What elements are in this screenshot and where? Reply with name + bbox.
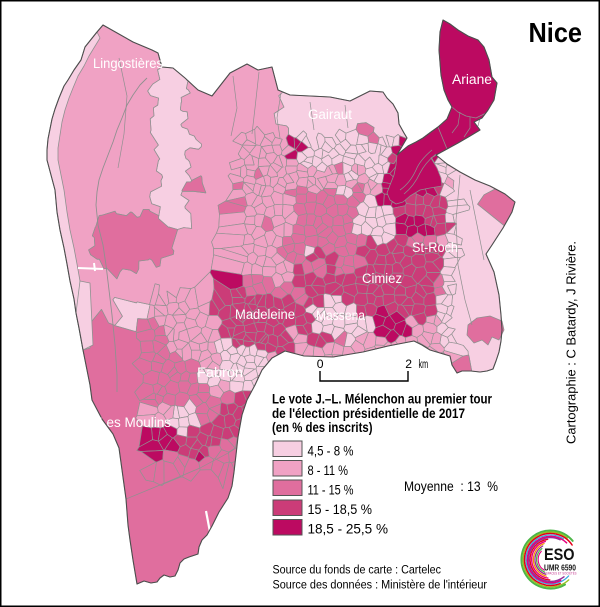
svg-text:Ariane: Ariane [452,72,492,87]
svg-text:Source du fonds de carte : Car: Source du fonds de carte : Cartelec [273,563,442,577]
svg-text:Cimiez: Cimiez [362,271,402,286]
svg-text:St-Roch: St-Roch [412,240,458,255]
svg-text:Nice: Nice [529,17,583,48]
svg-text:Gairaut: Gairaut [308,107,352,122]
svg-text:km: km [419,357,429,371]
svg-text:ESPACES ET SOCIÉTÉS: ESPACES ET SOCIÉTÉS [544,571,577,576]
svg-text:Moyenne : 13 %: Moyenne : 13 % [404,478,498,494]
svg-text:de l'élection présidentielle d: de l'élection présidentielle de 2017 [272,406,465,421]
svg-text:0: 0 [317,357,324,371]
svg-text:Massena: Massena [316,308,365,323]
svg-text:Lingostières: Lingostières [93,56,163,71]
svg-text:11 - 15 %: 11 - 15 % [308,482,354,498]
svg-text:8 - 11 %: 8 - 11 % [308,462,349,478]
svg-text:Source des données : Ministère: Source des données : Ministère de l'inté… [273,578,488,592]
svg-text:18,5 - 25,5 %: 18,5 - 25,5 % [308,521,389,537]
svg-text:15 - 18,5 %: 15 - 18,5 % [308,501,373,517]
svg-text:Cartographie : C Batardy, J Ri: Cartographie : C Batardy, J Rivière. [564,241,579,444]
svg-text:Le vote J.–L. Mélenchon au pre: Le vote J.–L. Mélenchon au premier tour [272,392,493,407]
svg-text:4,5 - 8 %: 4,5 - 8 % [308,443,354,459]
svg-text:(en % des inscrits): (en % des inscrits) [272,420,373,435]
svg-text:Les Moulins: Les Moulins [99,415,171,430]
svg-text:Fabron: Fabron [197,365,243,380]
svg-text:ESO: ESO [544,546,575,564]
svg-text:UMR 6590: UMR 6590 [544,563,576,573]
svg-text:2: 2 [405,357,412,371]
svg-text:Madeleine: Madeleine [235,307,295,322]
